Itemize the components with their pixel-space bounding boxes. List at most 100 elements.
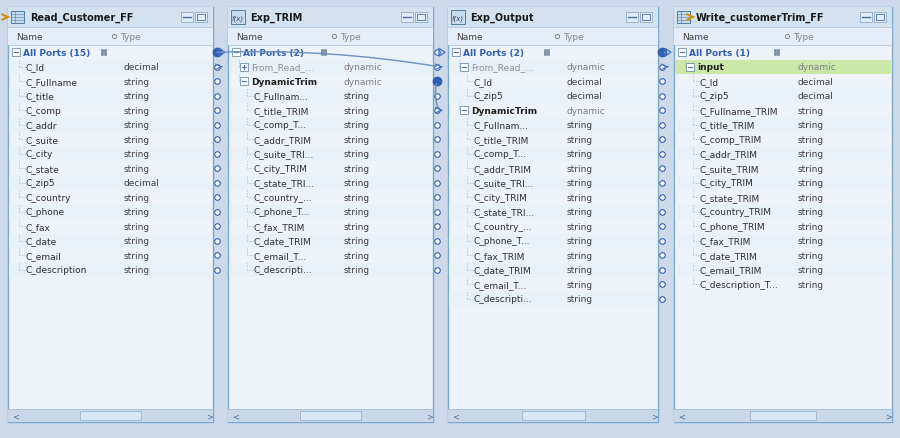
Text: C_addr: C_addr <box>25 121 57 130</box>
Text: C_fax_TRIM: C_fax_TRIM <box>473 251 525 260</box>
Text: C_Fullnam...: C_Fullnam... <box>473 121 528 130</box>
Text: C_zip5: C_zip5 <box>473 92 502 101</box>
Bar <box>674 28 892 46</box>
Bar <box>240 64 248 71</box>
Bar <box>448 8 658 422</box>
Bar <box>228 28 433 46</box>
Bar <box>452 49 460 57</box>
Bar <box>229 263 432 277</box>
Text: string: string <box>797 135 824 145</box>
Bar <box>229 60 432 75</box>
Text: string: string <box>567 121 593 130</box>
Bar <box>675 205 891 219</box>
Text: string: string <box>124 78 150 87</box>
Bar <box>449 147 657 162</box>
Bar <box>229 147 432 162</box>
Text: C_Id: C_Id <box>473 78 492 87</box>
Text: C_Id: C_Id <box>25 63 44 72</box>
Bar <box>228 8 433 422</box>
Bar <box>229 205 432 219</box>
Text: C_title_TRIM: C_title_TRIM <box>253 106 309 116</box>
Text: <: < <box>232 412 239 420</box>
Bar <box>874 13 886 23</box>
Text: f(x): f(x) <box>452 15 464 22</box>
Text: string: string <box>344 222 370 231</box>
Text: string: string <box>124 251 150 260</box>
Bar <box>674 8 892 422</box>
Text: decimal: decimal <box>124 179 159 188</box>
Bar <box>9 176 212 191</box>
Text: C_title_TRIM: C_title_TRIM <box>699 121 754 130</box>
Bar <box>9 118 212 133</box>
Bar <box>460 107 468 115</box>
Text: string: string <box>124 164 150 173</box>
Bar <box>860 13 872 23</box>
Text: C_suite: C_suite <box>25 135 58 145</box>
Text: dynamic: dynamic <box>344 63 382 72</box>
Text: string: string <box>124 265 150 275</box>
Bar <box>449 60 657 75</box>
Text: C_comp_TRIM: C_comp_TRIM <box>699 135 761 145</box>
Text: C_Id: C_Id <box>699 78 718 87</box>
Bar <box>675 234 891 248</box>
Bar <box>9 89 212 104</box>
Text: C_description: C_description <box>25 265 86 275</box>
Bar <box>449 89 657 104</box>
Text: input: input <box>697 63 724 72</box>
Text: C_addr_TRIM: C_addr_TRIM <box>253 135 311 145</box>
Text: string: string <box>124 135 150 145</box>
Text: string: string <box>344 265 370 275</box>
Bar <box>9 60 212 75</box>
Bar <box>448 409 658 422</box>
Text: string: string <box>344 251 370 260</box>
Text: string: string <box>124 150 150 159</box>
Text: DynamicTrim: DynamicTrim <box>251 78 317 87</box>
Bar <box>521 411 584 420</box>
Text: Exp_Output: Exp_Output <box>470 13 534 23</box>
Text: <: < <box>678 412 685 420</box>
Bar <box>300 411 361 420</box>
Bar <box>675 263 891 277</box>
Text: Name: Name <box>456 32 482 42</box>
Text: DynamicTrim: DynamicTrim <box>471 106 537 116</box>
Text: C_city_TRIM: C_city_TRIM <box>699 179 753 188</box>
Text: string: string <box>567 135 593 145</box>
Bar <box>8 8 213 28</box>
Text: <: < <box>452 412 459 420</box>
Text: string: string <box>567 237 593 246</box>
Text: string: string <box>567 251 593 260</box>
Text: C_state_TRI...: C_state_TRI... <box>253 179 314 188</box>
Bar <box>229 234 432 248</box>
Text: C_Fullname: C_Fullname <box>25 78 77 87</box>
Text: All Ports (1): All Ports (1) <box>689 49 750 58</box>
Text: string: string <box>344 135 370 145</box>
Text: string: string <box>797 150 824 159</box>
Text: C_date_TRIM: C_date_TRIM <box>473 265 531 275</box>
Text: string: string <box>797 222 824 231</box>
Text: C_comp_T...: C_comp_T... <box>473 150 526 159</box>
Bar <box>642 15 650 21</box>
Bar <box>229 89 432 104</box>
Bar <box>675 118 891 133</box>
Text: C_description_T...: C_description_T... <box>699 280 778 289</box>
Text: decimal: decimal <box>567 78 602 87</box>
Text: decimal: decimal <box>124 63 159 72</box>
Text: string: string <box>567 265 593 275</box>
Text: C_state: C_state <box>25 164 58 173</box>
Text: decimal: decimal <box>797 78 833 87</box>
Text: C_email: C_email <box>25 251 61 260</box>
Text: string: string <box>797 193 824 202</box>
Bar <box>11 12 24 24</box>
Text: string: string <box>567 150 593 159</box>
Bar <box>228 8 433 28</box>
Bar <box>675 89 891 104</box>
Text: C_suite_TRIM: C_suite_TRIM <box>699 164 759 173</box>
Bar <box>678 49 686 57</box>
Text: Exp_TRIM: Exp_TRIM <box>250 13 302 23</box>
Bar <box>231 11 245 25</box>
Text: string: string <box>797 164 824 173</box>
Text: string: string <box>124 121 150 130</box>
Bar <box>8 409 213 422</box>
Text: string: string <box>567 208 593 217</box>
Bar <box>449 176 657 191</box>
